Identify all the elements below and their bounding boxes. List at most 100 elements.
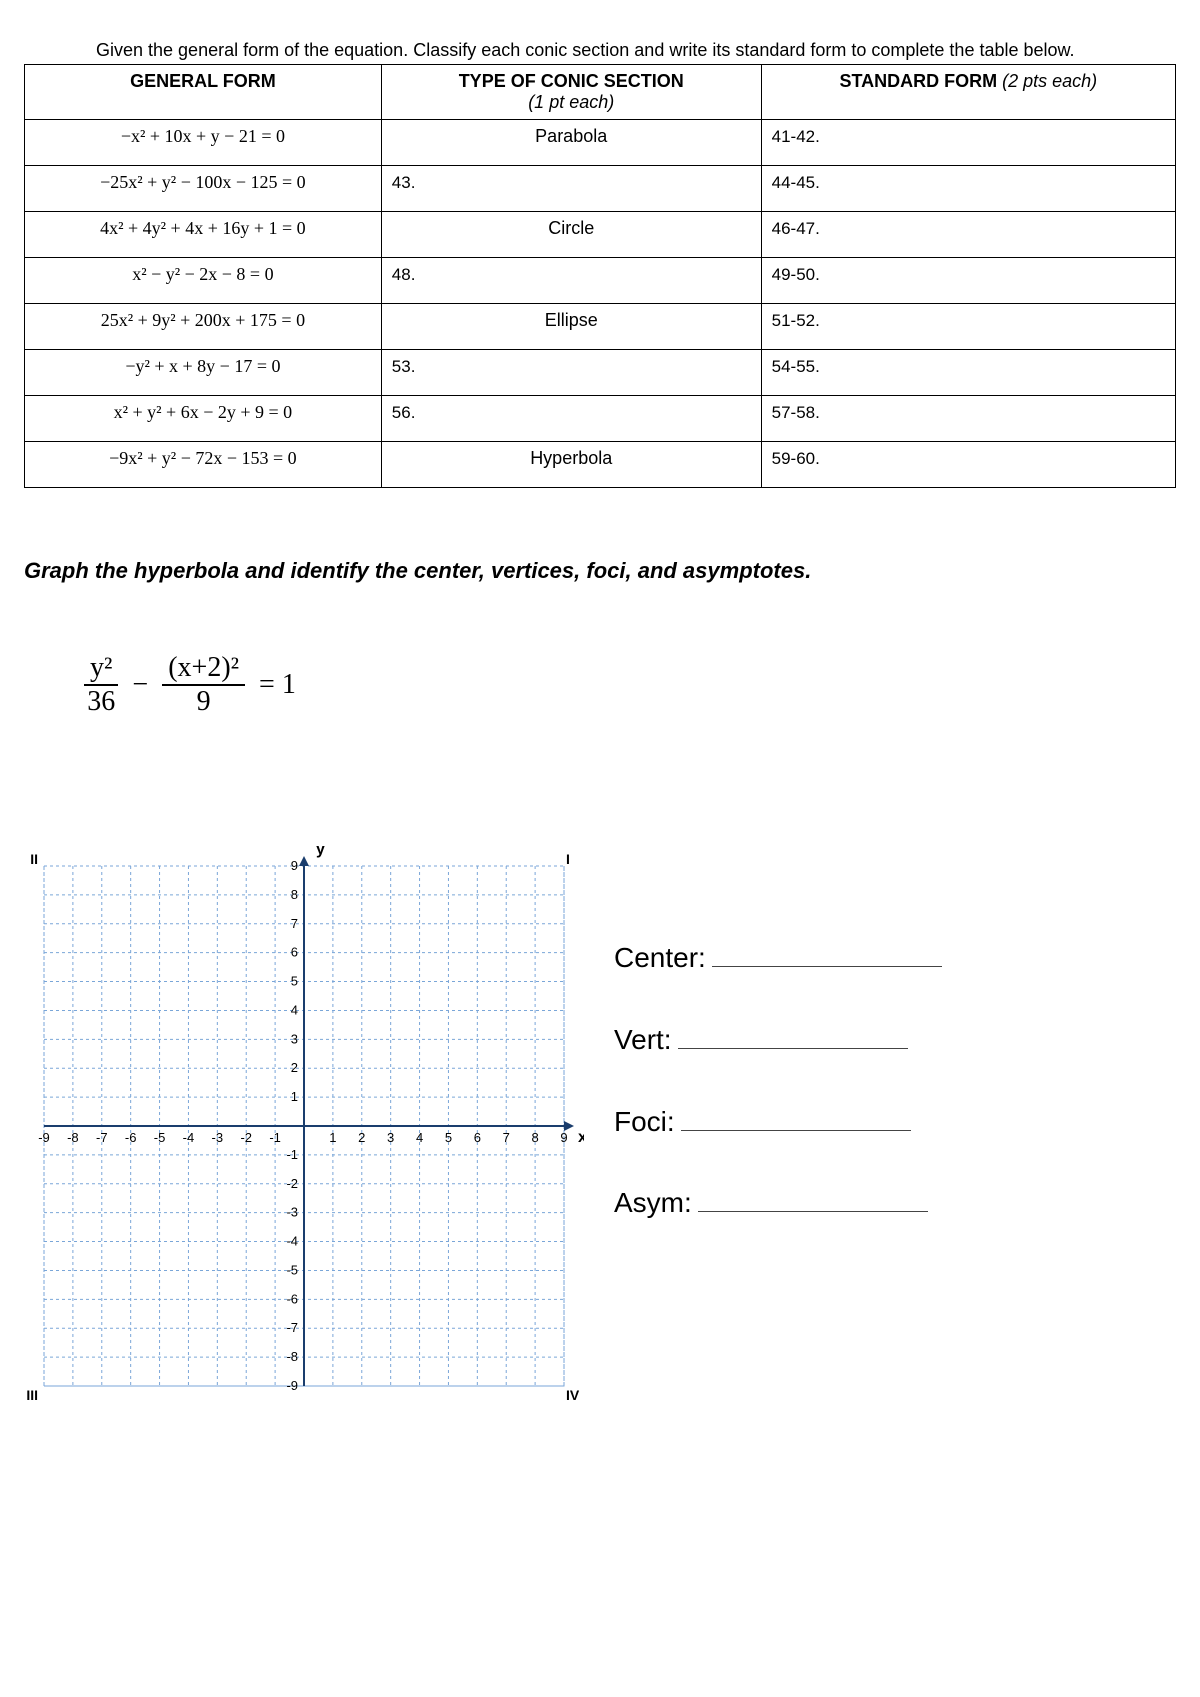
svg-text:-3: -3 [212,1130,224,1145]
svg-text:5: 5 [445,1130,452,1145]
asym-label: Asym: [614,1187,692,1219]
svg-text:-2: -2 [240,1130,252,1145]
cell-general: −9x² + y² − 72x − 153 = 0 [25,442,382,488]
svg-text:6: 6 [291,945,298,960]
svg-text:-8: -8 [286,1349,298,1364]
fraction-2-num: (x+2)² [162,654,245,686]
cell-general: −x² + 10x + y − 21 = 0 [25,120,382,166]
table-row: −25x² + y² − 100x − 125 = 043.44-45. [25,166,1176,212]
svg-text:x: x [578,1129,584,1146]
cell-standard-blank[interactable]: 57-58. [761,396,1175,442]
cell-standard-blank[interactable]: 46-47. [761,212,1175,258]
foci-label: Foci: [614,1106,675,1138]
svg-text:8: 8 [531,1130,538,1145]
svg-text:-6: -6 [286,1292,298,1307]
svg-text:-2: -2 [286,1176,298,1191]
svg-text:1: 1 [291,1089,298,1104]
svg-text:I: I [566,851,570,867]
cell-general: x² − y² − 2x − 8 = 0 [25,258,382,304]
svg-text:y: y [316,846,325,858]
table-row: x² + y² + 6x − 2y + 9 = 056.57-58. [25,396,1176,442]
header-type-sub: (1 pt each) [528,92,614,112]
table-body: −x² + 10x + y − 21 = 0Parabola41-42.−25x… [25,120,1176,488]
answer-foci: Foci: [614,1100,942,1138]
svg-text:-3: -3 [286,1205,298,1220]
cell-type-blank[interactable]: 56. [381,396,761,442]
svg-text:2: 2 [358,1130,365,1145]
cell-type-blank[interactable]: 48. [381,258,761,304]
svg-text:1: 1 [329,1130,336,1145]
table-row: −y² + x + 8y − 17 = 053.54-55. [25,350,1176,396]
svg-text:-6: -6 [125,1130,137,1145]
foci-blank[interactable] [681,1100,911,1131]
answer-asym: Asym: [614,1182,942,1220]
cell-type: Parabola [381,120,761,166]
cell-general: 4x² + 4y² + 4x + 16y + 1 = 0 [25,212,382,258]
cell-standard-blank[interactable]: 41-42. [761,120,1175,166]
header-standard: STANDARD FORM (2 pts each) [761,65,1175,120]
equation-rhs: = 1 [259,669,296,701]
cell-general: x² + y² + 6x − 2y + 9 = 0 [25,396,382,442]
answer-center: Center: [614,936,942,974]
center-blank[interactable] [712,936,942,967]
svg-text:9: 9 [291,858,298,873]
svg-text:-5: -5 [286,1263,298,1278]
graph-section: -9-8-7-6-5-4-3-2-1123456789-9-8-7-6-5-4-… [24,846,1176,1406]
cell-type-blank[interactable]: 43. [381,166,761,212]
header-type: TYPE OF CONIC SECTION (1 pt each) [381,65,761,120]
cell-standard-blank[interactable]: 51-52. [761,304,1175,350]
table-header-row: GENERAL FORM TYPE OF CONIC SECTION (1 pt… [25,65,1176,120]
svg-text:6: 6 [474,1130,481,1145]
asym-blank[interactable] [698,1182,928,1213]
table-row: x² − y² − 2x − 8 = 048.49-50. [25,258,1176,304]
fraction-2-den: 9 [197,686,211,716]
cell-standard-blank[interactable]: 44-45. [761,166,1175,212]
header-type-main: TYPE OF CONIC SECTION [459,71,684,91]
svg-text:-1: -1 [286,1147,298,1162]
answer-vert: Vert: [614,1018,942,1056]
answer-blanks: Center: Vert: Foci: Asym: [614,936,942,1219]
svg-text:IV: IV [566,1387,580,1403]
cell-standard-blank[interactable]: 54-55. [761,350,1175,396]
vert-blank[interactable] [678,1018,908,1049]
table-row: 25x² + 9y² + 200x + 175 = 0Ellipse51-52. [25,304,1176,350]
svg-text:4: 4 [291,1003,298,1018]
svg-text:III: III [26,1387,38,1403]
header-standard-main: STANDARD FORM [839,71,997,91]
instructions-text: Given the general form of the equation. … [24,38,1176,62]
svg-text:-7: -7 [286,1321,298,1336]
svg-text:-8: -8 [67,1130,79,1145]
table-row: −9x² + y² − 72x − 153 = 0Hyperbola59-60. [25,442,1176,488]
svg-text:2: 2 [291,1061,298,1076]
svg-text:-1: -1 [269,1130,281,1145]
vert-label: Vert: [614,1024,672,1056]
cell-general: −25x² + y² − 100x − 125 = 0 [25,166,382,212]
svg-text:7: 7 [503,1130,510,1145]
cell-type-blank[interactable]: 53. [381,350,761,396]
center-label: Center: [614,942,706,974]
svg-text:-7: -7 [96,1130,108,1145]
fraction-1-den: 36 [87,686,115,716]
cell-type: Ellipse [381,304,761,350]
graph-prompt: Graph the hyperbola and identify the cen… [24,558,1176,584]
table-row: −x² + 10x + y − 21 = 0Parabola41-42. [25,120,1176,166]
fraction-1: y² 36 [84,654,118,716]
grid-svg: -9-8-7-6-5-4-3-2-1123456789-9-8-7-6-5-4-… [24,846,584,1406]
header-standard-sub: (2 pts each) [1002,71,1097,91]
cell-standard-blank[interactable]: 49-50. [761,258,1175,304]
equation-minus: − [132,669,148,701]
cell-type: Circle [381,212,761,258]
svg-text:3: 3 [291,1032,298,1047]
svg-text:-9: -9 [38,1130,50,1145]
svg-text:9: 9 [560,1130,567,1145]
svg-text:-4: -4 [183,1130,195,1145]
svg-text:-4: -4 [286,1234,298,1249]
coordinate-grid: -9-8-7-6-5-4-3-2-1123456789-9-8-7-6-5-4-… [24,846,584,1406]
cell-general: 25x² + 9y² + 200x + 175 = 0 [25,304,382,350]
svg-text:-5: -5 [154,1130,166,1145]
fraction-2: (x+2)² 9 [162,654,245,716]
cell-standard-blank[interactable]: 59-60. [761,442,1175,488]
svg-text:7: 7 [291,916,298,931]
table-row: 4x² + 4y² + 4x + 16y + 1 = 0Circle46-47. [25,212,1176,258]
svg-text:8: 8 [291,887,298,902]
